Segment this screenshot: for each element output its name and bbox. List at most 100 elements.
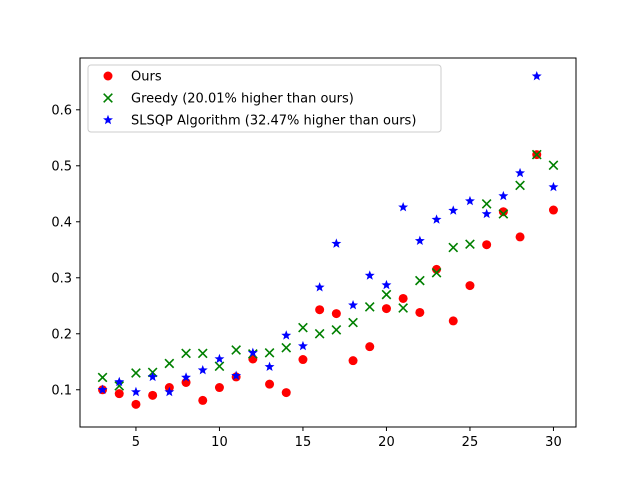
ours-point <box>448 316 458 326</box>
ours-point <box>498 207 508 217</box>
slsqp-point <box>531 71 542 81</box>
axis-ticks: 5 10 15 20 25 30 0.1 0.2 0.3 0.4 0.5 0.6 <box>51 103 561 450</box>
ours-point <box>214 383 224 393</box>
series-ours-point <box>98 150 558 409</box>
ours-point <box>548 205 558 215</box>
ours-point <box>398 293 408 303</box>
greedy-point <box>281 342 292 353</box>
slsqp-point <box>481 208 492 219</box>
y-tick-label: 0.6 <box>51 103 72 118</box>
greedy-point <box>481 198 492 209</box>
ours-point <box>331 309 341 319</box>
greedy-point <box>348 317 358 328</box>
ours-point <box>465 281 475 291</box>
slsqp-point <box>264 361 275 372</box>
slsqp-point <box>147 371 158 382</box>
slsqp-point <box>431 214 442 224</box>
greedy-point <box>181 348 191 359</box>
greedy-point <box>414 275 425 286</box>
greedy-point <box>381 289 392 300</box>
slsqp-point <box>314 282 325 292</box>
greedy-point <box>465 239 475 250</box>
legend-label: Greedy (20.01% higher than ours) <box>131 92 354 107</box>
greedy-point <box>331 324 342 335</box>
greedy-point <box>197 348 208 359</box>
ours-point <box>515 232 525 242</box>
greedy-point <box>114 380 125 391</box>
y-tick-label: 0.2 <box>51 327 72 342</box>
greedy-point <box>97 372 108 383</box>
ours-point <box>415 307 425 317</box>
x-tick-label: 10 <box>211 435 228 450</box>
x-tick-label: 30 <box>545 435 562 450</box>
greedy-point <box>364 302 375 312</box>
greedy-point <box>448 242 459 253</box>
greedy-point <box>398 303 409 313</box>
ours-point <box>114 389 124 399</box>
ours-point <box>298 355 308 365</box>
slsqp-point <box>197 364 208 375</box>
ours-point <box>482 240 492 250</box>
slsqp-point <box>298 340 308 351</box>
greedy-point <box>515 180 525 191</box>
slsqp-point <box>414 235 425 246</box>
slsqp-point <box>515 167 525 178</box>
legend-label: Ours <box>131 70 162 85</box>
x-tick-label: 5 <box>132 435 140 450</box>
slsqp-point <box>97 384 108 394</box>
legend-box <box>87 64 442 133</box>
ours-point <box>381 304 391 314</box>
y-tick-label: 0.5 <box>51 159 72 174</box>
ours-point <box>432 264 442 274</box>
greedy-point <box>164 358 175 369</box>
plot-frame <box>79 57 577 428</box>
data-points <box>97 71 559 409</box>
slsqp-point <box>164 386 175 397</box>
slsqp-point <box>364 270 375 280</box>
slsqp-point <box>498 190 509 201</box>
ours-point <box>248 354 258 364</box>
slsqp-point <box>114 376 125 387</box>
ours-point <box>131 399 141 409</box>
slsqp-point <box>548 181 559 192</box>
y-tick-label: 0.4 <box>51 215 72 230</box>
slsqp-point <box>331 238 342 248</box>
ours-point <box>148 390 158 400</box>
greedy-point <box>131 368 141 378</box>
greedy-point <box>314 328 325 339</box>
y-tick-label: 0.1 <box>51 383 72 398</box>
series-slsqp-point <box>97 71 559 397</box>
greedy-point <box>231 345 242 355</box>
ours-point <box>315 305 325 315</box>
slsqp-point <box>281 330 292 340</box>
x-tick-label: 15 <box>295 435 312 450</box>
slsqp-point <box>181 372 191 382</box>
legend: Ours Greedy (20.01% higher than ours) SLSQ… <box>87 64 442 133</box>
slsqp-point <box>348 300 358 310</box>
legend-marker-slsqp-point <box>103 114 113 125</box>
ours-point <box>365 342 375 352</box>
greedy-point <box>264 347 275 358</box>
slsqp-point <box>131 386 141 397</box>
slsqp-point <box>465 195 475 206</box>
ours-point <box>281 388 291 398</box>
legend-marker-ours-point <box>103 71 113 81</box>
slsqp-point <box>231 370 242 380</box>
greedy-point <box>298 322 308 333</box>
greedy-point <box>214 361 225 372</box>
ours-point <box>348 356 358 366</box>
x-tick-label: 20 <box>378 435 395 450</box>
slsqp-point <box>448 205 459 215</box>
greedy-point <box>531 149 542 160</box>
legend-label: SLSQP Algorithm (32.47% higher than ours… <box>131 114 416 129</box>
legend-marker-greedy-point <box>103 93 113 103</box>
ours-point <box>265 379 275 389</box>
series-greedy-point <box>97 149 559 391</box>
x-tick-label: 25 <box>462 435 479 450</box>
y-tick-label: 0.3 <box>51 271 72 286</box>
slsqp-point <box>214 353 225 364</box>
greedy-point <box>548 160 559 171</box>
greedy-point <box>431 267 442 278</box>
slsqp-point <box>381 279 392 290</box>
